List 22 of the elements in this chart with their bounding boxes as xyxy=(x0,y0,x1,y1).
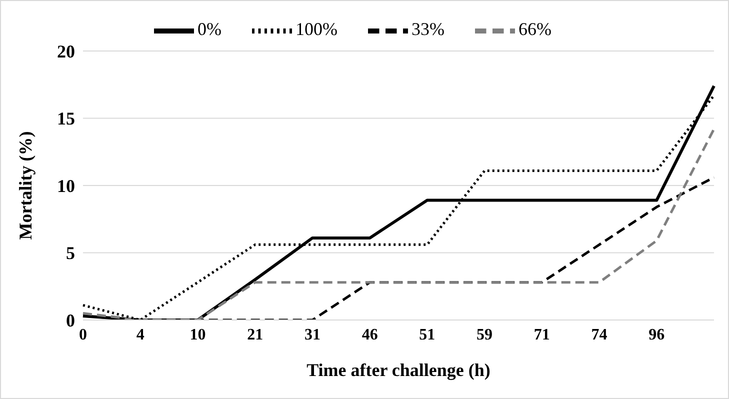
legend-label: 100% xyxy=(296,19,338,40)
y-tick-label: 20 xyxy=(57,41,75,62)
y-tick-label: 5 xyxy=(66,243,75,264)
y-tick-label: 0 xyxy=(66,310,75,330)
legend-label: 66% xyxy=(518,19,552,40)
x-tick-label: 71 xyxy=(534,326,550,344)
x-tick-label: 96 xyxy=(648,326,665,344)
x-tick-label: 21 xyxy=(247,326,264,344)
y-tick-label: 10 xyxy=(57,176,75,196)
y-axis-title: Mortality (%) xyxy=(15,131,36,240)
x-tick-label: 59 xyxy=(476,326,493,344)
x-axis-title: Time after challenge (h) xyxy=(306,360,490,380)
x-tick-label: 4 xyxy=(136,326,144,344)
y-tick-label: 15 xyxy=(57,108,75,129)
legend-label: 0% xyxy=(198,19,222,40)
x-tick-label: 74 xyxy=(591,326,608,344)
x-tick-label: 0 xyxy=(79,326,87,344)
legend-label: 33% xyxy=(412,19,444,40)
x-tick-label: 10 xyxy=(190,326,206,344)
x-tick-label: 31 xyxy=(304,326,320,344)
x-tick-label: 51 xyxy=(419,326,436,344)
x-tick-label: 46 xyxy=(362,326,378,344)
